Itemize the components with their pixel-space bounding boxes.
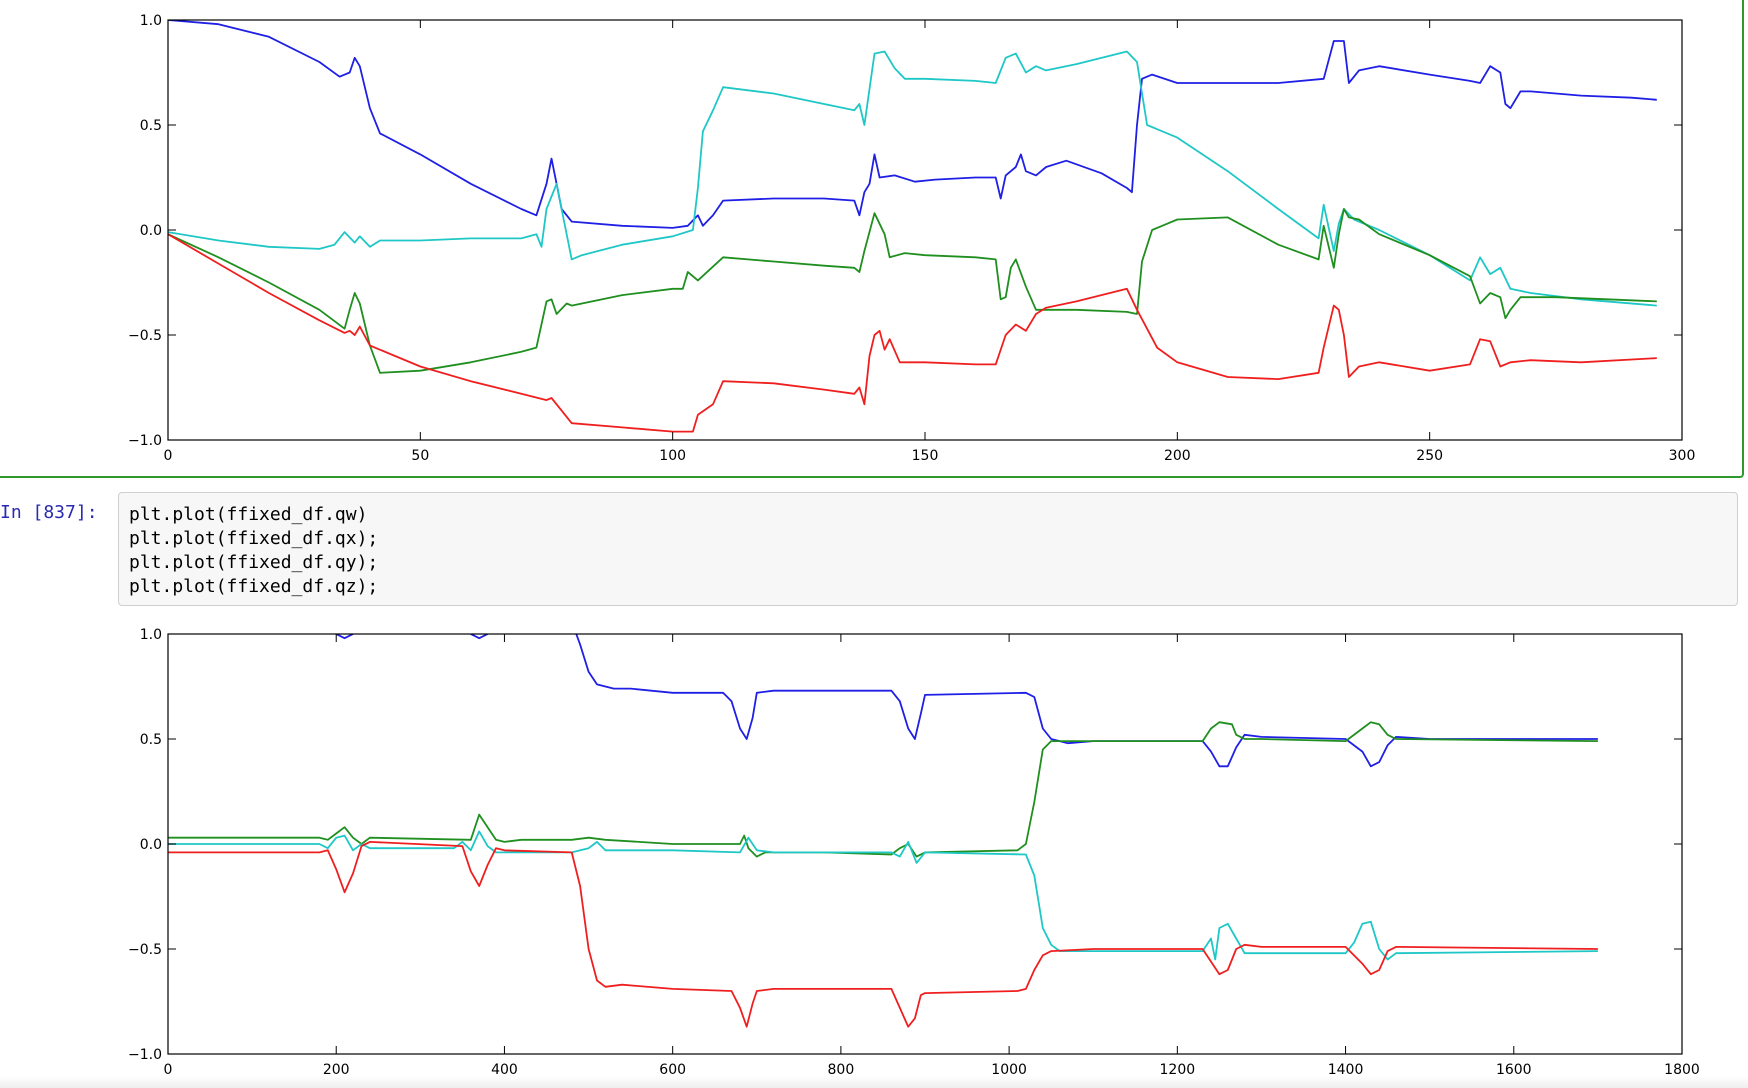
code-line: plt.plot(ffixed_df.qy);	[129, 552, 379, 573]
x-tick-label: 300	[1669, 448, 1696, 464]
x-tick-label: 250	[1416, 448, 1443, 464]
series-line-0	[335, 634, 1598, 768]
code-cell[interactable]: plt.plot(ffixed_df.qw) plt.plot(ffixed_d…	[118, 492, 1738, 606]
x-tick-label: 200	[323, 1062, 350, 1078]
code-line: plt.plot(ffixed_df.qx);	[129, 528, 379, 549]
y-tick-label: 0.5	[140, 118, 162, 134]
scroll-shade	[0, 1076, 1748, 1088]
code-line: plt.plot(ffixed_df.qz);	[129, 576, 379, 597]
cell-prompt: In [837]:	[0, 502, 98, 523]
y-tick-label: −0.5	[128, 328, 162, 344]
x-tick-label: 200	[1164, 448, 1191, 464]
series-line-3	[168, 233, 1657, 433]
x-tick-label: 800	[828, 1062, 855, 1078]
x-tick-label: 1000	[991, 1062, 1027, 1078]
x-tick-label: 50	[411, 448, 429, 464]
series-line-2	[168, 208, 1657, 374]
chart-top: 0 50 100 150 200 250 300 1.0 0.5 0.0 −0.5 −1.0	[128, 13, 1696, 464]
x-tick-label: 600	[659, 1062, 686, 1078]
y-tick-label: 1.0	[140, 13, 162, 29]
x-tick-label: 1600	[1496, 1062, 1532, 1078]
output-cell	[0, 0, 1744, 478]
y-tick-label: −0.5	[128, 942, 162, 958]
y-tick-label: 0.0	[140, 837, 162, 853]
series-line-3	[168, 840, 1598, 1028]
plot-frame	[167, 19, 1683, 441]
x-tick-label: 1800	[1664, 1062, 1700, 1078]
x-tick-label: 1400	[1328, 1062, 1364, 1078]
y-tick-label: −1.0	[128, 433, 162, 449]
code-line: plt.plot(ffixed_df.qw)	[129, 504, 368, 525]
series-line-1	[168, 50, 1657, 307]
x-tick-label: 400	[491, 1062, 518, 1078]
y-tick-label: 0.0	[140, 223, 162, 239]
x-tick-label: 100	[659, 448, 686, 464]
y-tick-label: −1.0	[128, 1047, 162, 1063]
series-line-2	[168, 830, 1598, 961]
series-line-0	[168, 20, 1657, 229]
x-tick-label: 0	[164, 1062, 173, 1078]
x-tick-label: 0	[164, 448, 173, 464]
x-tick-label: 1200	[1160, 1062, 1196, 1078]
chart-bottom: 0 200 400 600 800 1000 1200 1400 1600 1800 1.0 0.5 0…	[128, 627, 1700, 1078]
x-tick-label: 150	[912, 448, 939, 464]
series-line-1	[168, 721, 1598, 858]
y-tick-label: 0.5	[140, 732, 162, 748]
y-tick-label: 1.0	[140, 627, 162, 643]
